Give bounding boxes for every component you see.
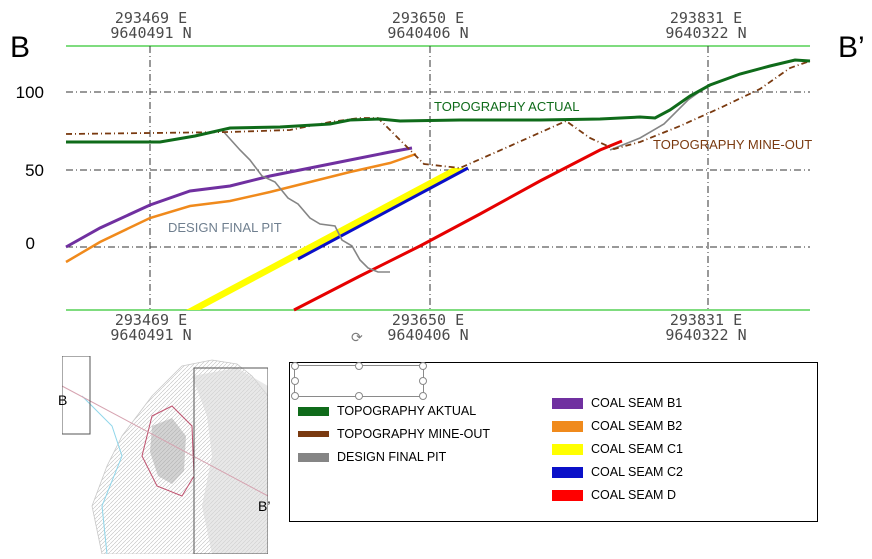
rotate-handle-icon[interactable]: ⟳ xyxy=(351,330,363,346)
design-final-pit-line-right xyxy=(609,89,703,151)
top-coordinate-3: 293831 E 9640322 N xyxy=(646,11,766,41)
resize-handle-br[interactable] xyxy=(419,392,427,400)
inset-map-graphic xyxy=(61,355,269,555)
bottom-coordinate-1: 293469 E 9640491 N xyxy=(91,313,211,343)
resize-handle-bl[interactable] xyxy=(291,392,299,400)
top-coordinate-2: 293650 E 9640406 N xyxy=(368,11,488,41)
legend-coal-seam-c1: COAL SEAM C1 xyxy=(552,442,683,456)
legend-coal-seam-d: COAL SEAM D xyxy=(552,488,676,502)
elevation-label-50: 50 xyxy=(25,161,44,180)
bottom-coordinate-2: 293650 E 9640406 N xyxy=(368,313,488,343)
easting: 293650 E xyxy=(391,9,465,27)
legend-label: COAL SEAM C2 xyxy=(591,465,683,479)
topography-actual-label: TOPOGRAPHY ACTUAL xyxy=(434,99,580,114)
easting: 293469 E xyxy=(114,311,188,329)
legend-label: COAL SEAM B1 xyxy=(591,396,683,410)
legend-swatch xyxy=(298,452,329,462)
easting: 293831 E xyxy=(669,9,743,27)
legend-coal-seam-b1: COAL SEAM B1 xyxy=(552,396,682,410)
northing: 9640491 N xyxy=(110,24,192,42)
legend-label: COAL SEAM D xyxy=(591,488,676,502)
legend-swatch xyxy=(552,397,583,409)
elevation-label-0: 0 xyxy=(25,234,35,253)
topography-actual-line xyxy=(66,58,811,144)
legend-design-final-pit: DESIGN FINAL PIT xyxy=(298,450,446,464)
resize-handle-mr[interactable] xyxy=(419,377,427,385)
legend-label: COAL SEAM B2 xyxy=(591,419,683,433)
cross-section-plot xyxy=(65,45,811,312)
northing: 9640322 N xyxy=(665,24,747,42)
resize-handle-tm[interactable] xyxy=(355,362,363,370)
legend-swatch xyxy=(552,420,583,432)
location-inset-map: B B’ xyxy=(58,355,271,555)
topography-mine-out-label: TOPOGRAPHY MINE-OUT xyxy=(653,137,813,152)
northing: 9640491 N xyxy=(110,326,192,344)
resize-handle-tl[interactable] xyxy=(291,362,299,370)
legend-label: TOPOGRAPHY MINE-OUT xyxy=(337,427,491,441)
selected-textbox-frame[interactable] xyxy=(291,362,427,400)
legend-label: TOPOGRAPHY AKTUAL xyxy=(337,404,477,418)
inset-label-b-prime: B’ xyxy=(258,498,271,514)
legend-coal-seam-c2: COAL SEAM C2 xyxy=(552,465,683,479)
legend-topography-aktual: TOPOGRAPHY AKTUAL xyxy=(298,404,476,418)
legend-label: DESIGN FINAL PIT xyxy=(337,450,447,464)
coal-seam-d xyxy=(293,139,623,312)
legend-swatch xyxy=(298,431,329,437)
easting: 293469 E xyxy=(114,9,188,27)
elevation-label-100: 100 xyxy=(15,83,44,102)
legend-swatch xyxy=(552,466,583,478)
resize-handle-tr[interactable] xyxy=(419,362,427,370)
legend: TOPOGRAPHY AKTUAL TOPOGRAPHY MINE-OUT DE… xyxy=(289,362,818,522)
legend-swatch xyxy=(552,489,583,501)
northing: 9640406 N xyxy=(387,326,469,344)
easting: 293650 E xyxy=(391,311,465,329)
resize-handle-ml[interactable] xyxy=(291,377,299,385)
section-end-label: B’ xyxy=(838,31,865,64)
topography-mine-out-line xyxy=(65,60,811,169)
legend-swatch xyxy=(552,443,583,455)
coal-seam-b2 xyxy=(65,152,417,264)
inset-label-b: B xyxy=(58,392,68,408)
easting: 293831 E xyxy=(669,311,743,329)
legend-topography-mine-out: TOPOGRAPHY MINE-OUT xyxy=(298,427,490,441)
section-start-label: B xyxy=(10,31,31,64)
coal-seam-b1 xyxy=(65,146,413,249)
design-final-pit-label: DESIGN FINAL PIT xyxy=(168,220,282,235)
top-coordinate-1: 293469 E 9640491 N xyxy=(91,11,211,41)
legend-label: COAL SEAM C1 xyxy=(591,442,683,456)
legend-swatch xyxy=(298,406,329,416)
coal-seam-c2 xyxy=(297,166,469,261)
design-final-pit-line xyxy=(221,129,390,273)
resize-handle-bm[interactable] xyxy=(355,392,363,400)
northing: 9640406 N xyxy=(387,24,469,42)
coal-seam-c1 xyxy=(186,168,466,310)
bottom-coordinate-3: 293831 E 9640322 N xyxy=(646,313,766,343)
northing: 9640322 N xyxy=(665,326,747,344)
legend-coal-seam-b2: COAL SEAM B2 xyxy=(552,419,682,433)
